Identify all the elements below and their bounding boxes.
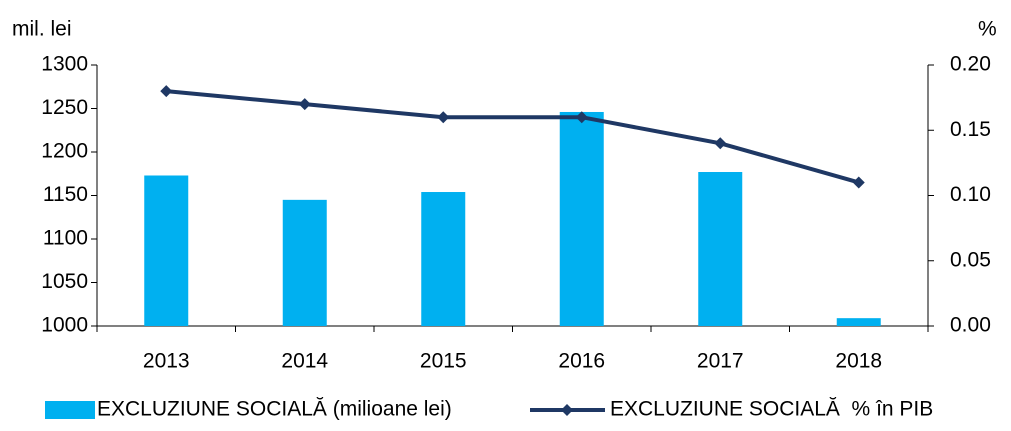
x-tick-label: 2013 xyxy=(143,350,190,373)
y-tick-label: 1050 xyxy=(41,270,88,293)
y-tick-label: 1000 xyxy=(41,314,88,337)
legend-swatch xyxy=(45,401,95,419)
line xyxy=(166,89,860,185)
bar xyxy=(421,192,466,326)
y-tick-label: 1300 xyxy=(41,53,88,76)
y2-tick-label: 0.05 xyxy=(950,248,991,271)
legend-label: EXCLUZIUNE SOCIALĂ (milioane lei) xyxy=(97,398,452,421)
bar xyxy=(559,111,604,326)
y2-tick-label: 0.20 xyxy=(950,53,991,76)
line-marker xyxy=(575,111,588,124)
y-axis-label: mil. lei xyxy=(12,18,72,41)
x-tick-label: 2015 xyxy=(420,350,467,373)
y-tick-label: 1250 xyxy=(41,96,88,119)
y-tick-label: 1150 xyxy=(43,183,88,206)
line-marker xyxy=(298,98,311,111)
bar xyxy=(282,199,327,326)
bar xyxy=(698,172,743,326)
y2-tick-label: 0.00 xyxy=(950,314,991,337)
y2-tick-label: 0.10 xyxy=(950,183,991,206)
x-tick-label: 2017 xyxy=(697,350,744,373)
legend-label: EXCLUZIUNE SOCIALĂ % în PIB xyxy=(610,398,933,421)
legend-marker xyxy=(561,404,573,416)
x-tick-label: 2016 xyxy=(558,350,605,373)
line-marker xyxy=(437,111,450,124)
x-tick-label: 2014 xyxy=(281,350,328,373)
line-marker xyxy=(160,85,173,98)
bar xyxy=(144,175,189,326)
bar xyxy=(836,318,881,326)
line-marker xyxy=(714,137,727,150)
y-tick-label: 1100 xyxy=(43,227,88,250)
y2-tick-label: 0.15 xyxy=(950,118,991,141)
y-tick-label: 1200 xyxy=(41,140,88,163)
y2-axis-label: % xyxy=(978,18,997,41)
x-tick-label: 2018 xyxy=(835,350,882,373)
line-marker xyxy=(852,176,865,189)
